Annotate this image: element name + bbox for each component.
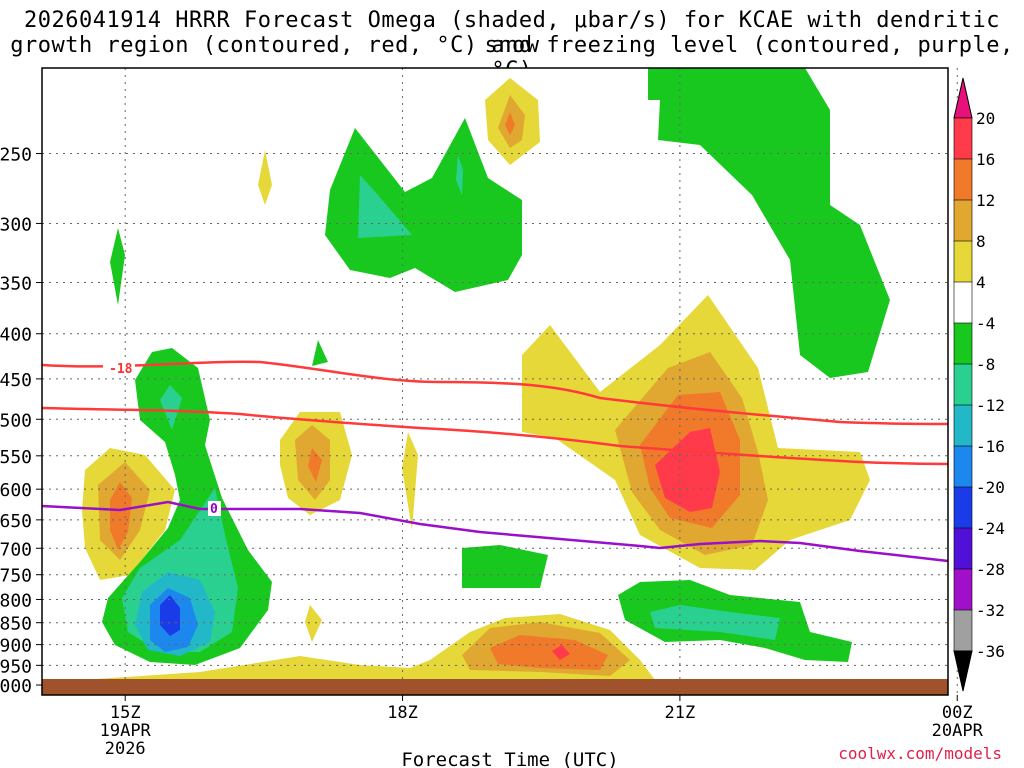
colorbar-swatch — [953, 158, 973, 201]
y-tick-label: 1000 — [0, 676, 32, 697]
omega-region — [456, 155, 463, 195]
y-tick-label: 750 — [0, 566, 32, 587]
x-tick-label: 19APR — [100, 721, 152, 741]
omega-region — [110, 228, 125, 305]
y-tick-label: 950 — [0, 656, 32, 677]
omega-shading — [82, 68, 890, 680]
colorbar-label: 12 — [976, 191, 995, 210]
x-tick-label: 18Z — [387, 703, 418, 723]
plot-frame — [41, 67, 949, 696]
x-tick-label: 00Z — [942, 703, 973, 723]
y-tick-label: 350 — [0, 274, 32, 295]
colorbar-label: -16 — [976, 437, 1005, 456]
omega-region — [160, 385, 182, 430]
omega-region — [258, 150, 272, 205]
omega-region — [655, 428, 720, 512]
chart-title-line-1: 2026041914 HRRR Forecast Omega (shaded, … — [24, 8, 1000, 58]
colorbar-label: 20 — [976, 109, 995, 128]
chart-title-line-2: growth region (contoured, red, °C) and f… — [10, 33, 1014, 83]
colorbar-swatch — [953, 527, 973, 570]
colorbar-label: -36 — [976, 642, 1005, 661]
colorbar-swatch — [953, 117, 973, 160]
y-tick-label: 800 — [0, 590, 32, 611]
colorbar: 20 16 12 8 4 -4 -8 -12 -16 -20 -24 -28 -32 -36 — [953, 77, 1005, 692]
colorbar-label: -12 — [976, 396, 1005, 415]
colorbar-swatch — [953, 240, 973, 283]
colorbar-swatch — [953, 609, 973, 652]
colorbar-bottom-arrow — [953, 650, 973, 692]
omega-region — [110, 482, 132, 550]
colorbar-swatch — [953, 445, 973, 488]
colorbar-label: -20 — [976, 478, 1005, 497]
colorbar-label: -8 — [976, 355, 995, 374]
omega-region — [325, 118, 522, 292]
y-tick-label: 250 — [0, 145, 32, 166]
y-tick-label: 850 — [0, 614, 32, 635]
colorbar-swatch — [953, 363, 973, 406]
dendritic-contour-lower — [41, 406, 949, 466]
freezing-level-contour — [41, 500, 949, 563]
omega-region — [462, 545, 548, 588]
omega-region — [160, 595, 180, 636]
x-tick-label: 20APR — [932, 721, 984, 741]
colorbar-label: 16 — [976, 150, 995, 169]
y-axis: 2503003504004505005506006507007508008509… — [0, 145, 42, 697]
omega-region — [402, 432, 418, 530]
x-axis-label: Forecast Time (UTC) — [401, 749, 618, 768]
y-tick-label: 600 — [0, 480, 32, 501]
colorbar-swatch — [953, 568, 973, 611]
colorbar-label: 4 — [976, 273, 986, 292]
y-tick-label: 650 — [0, 511, 32, 532]
x-tick-label: 21Z — [665, 703, 696, 723]
colorbar-label: -32 — [976, 601, 1005, 620]
colorbar-swatch — [953, 322, 973, 365]
omega-region — [312, 340, 328, 366]
contour-lines — [41, 360, 949, 563]
ground-terrain-strip — [42, 679, 948, 695]
contour-label-background — [208, 501, 221, 516]
y-tick-label: 700 — [0, 539, 32, 560]
x-tick-label: 2026 — [105, 739, 146, 759]
omega-region — [648, 68, 890, 378]
colorbar-swatch — [953, 199, 973, 242]
y-tick-label: 550 — [0, 447, 32, 468]
y-tick-label: 450 — [0, 370, 32, 391]
colorbar-swatch — [953, 281, 973, 324]
colorbar-label: -4 — [976, 314, 995, 333]
y-tick-label: 300 — [0, 214, 32, 235]
omega-region — [305, 605, 322, 642]
colorbar-swatch — [953, 486, 973, 529]
omega-region — [308, 448, 322, 482]
colorbar-label: -24 — [976, 519, 1005, 538]
y-tick-label: 900 — [0, 636, 32, 657]
credit-text: coolwx.com/models — [838, 744, 1002, 763]
x-tick-label: 15Z — [110, 703, 141, 723]
contour-label-minus-18: -18 — [109, 362, 133, 377]
omega-region — [358, 175, 412, 238]
colorbar-label: -28 — [976, 560, 1005, 579]
contour-label-0: 0 — [210, 502, 218, 517]
y-tick-label: 400 — [0, 325, 32, 346]
omega-region — [490, 635, 608, 670]
y-tick-label: 500 — [0, 410, 32, 431]
x-axis: 15Z19APR202618Z21Z00Z20APR03Z06Z — [100, 695, 984, 759]
omega-region — [552, 645, 570, 660]
colorbar-top-arrow — [953, 77, 973, 119]
colorbar-swatch — [953, 404, 973, 447]
dendritic-contour-upper — [41, 360, 949, 426]
omega-region — [505, 112, 515, 135]
colorbar-label: 8 — [976, 232, 986, 251]
contour-label-background — [103, 362, 135, 376]
